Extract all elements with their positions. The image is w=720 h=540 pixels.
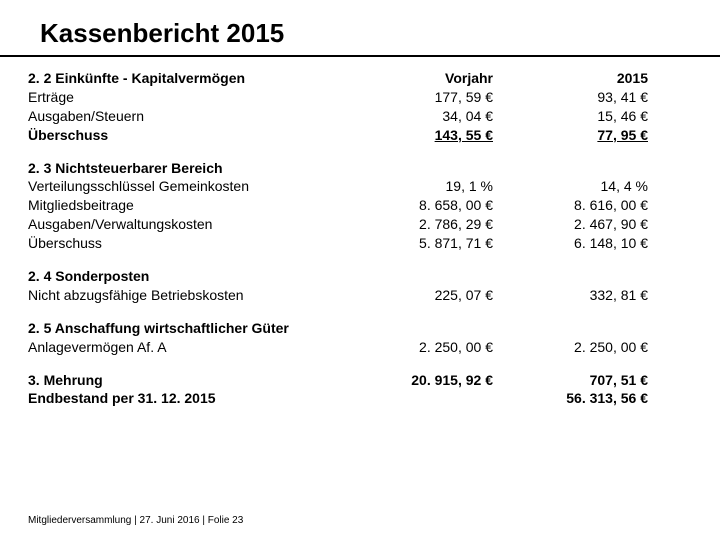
report-body: 2. 2 Einkünfte - Kapitalvermögen Vorjahr…	[28, 69, 692, 408]
cell-curr: 93, 41 €	[523, 88, 648, 107]
row-label: Erträge	[28, 88, 368, 107]
slide: Kassenbericht 2015 2. 2 Einkünfte - Kapi…	[0, 0, 720, 540]
cell-curr: 707, 51 €	[523, 371, 648, 390]
cell-curr: 332, 81 €	[523, 286, 648, 305]
cell-prev: 20. 915, 92 €	[368, 371, 493, 390]
cell-curr: 8. 616, 00 €	[523, 196, 648, 215]
cell-prev: 34, 04 €	[368, 107, 493, 126]
row-label: Überschuss	[28, 126, 368, 145]
cell-curr: 15, 46 €	[523, 107, 648, 126]
cell-prev: 19, 1 %	[368, 177, 493, 196]
section-2-3: 2. 3 Nichtsteuerbarer Bereich Verteilung…	[28, 159, 692, 253]
section-2-4: 2. 4 Sonderposten Nicht abzugsfähige Bet…	[28, 267, 692, 305]
section-2-5: 2. 5 Anschaffung wirtschaftlicher Güter …	[28, 319, 692, 357]
title-rule	[0, 55, 720, 57]
cell-curr: 2. 467, 90 €	[523, 215, 648, 234]
section-2-2: 2. 2 Einkünfte - Kapitalvermögen Vorjahr…	[28, 69, 692, 145]
row-label: Ausgaben/Steuern	[28, 107, 368, 126]
section-heading: 2. 3 Nichtsteuerbarer Bereich	[28, 159, 368, 178]
cell-curr: 56. 313, 56 €	[523, 389, 648, 408]
cell-curr: 6. 148, 10 €	[523, 234, 648, 253]
row-label: Überschuss	[28, 234, 368, 253]
cell-curr: 14, 4 %	[523, 177, 648, 196]
section-heading: 2. 5 Anschaffung wirtschaftlicher Güter	[28, 319, 368, 338]
row-label: Anlagevermögen Af. A	[28, 338, 368, 357]
row-label: Nicht abzugsfähige Betriebskosten	[28, 286, 368, 305]
section-heading: 2. 2 Einkünfte - Kapitalvermögen	[28, 69, 368, 88]
page-title: Kassenbericht 2015	[40, 18, 692, 49]
cell-prev: 8. 658, 00 €	[368, 196, 493, 215]
row-label: 3. Mehrung	[28, 371, 368, 390]
col-header-curr: 2015	[523, 69, 648, 88]
cell-prev: 2. 786, 29 €	[368, 215, 493, 234]
col-header-prev: Vorjahr	[368, 69, 493, 88]
cell-prev: 225, 07 €	[368, 286, 493, 305]
row-label: Mitgliedsbeitrage	[28, 196, 368, 215]
row-label: Endbestand per 31. 12. 2015	[28, 389, 368, 408]
cell-prev: 143, 55 €	[368, 126, 493, 145]
slide-footer: Mitgliederversammlung | 27. Juni 2016 | …	[28, 515, 243, 526]
section-3: 3. Mehrung 20. 915, 92 € 707, 51 € Endbe…	[28, 371, 692, 409]
section-heading: 2. 4 Sonderposten	[28, 267, 368, 286]
cell-prev: 177, 59 €	[368, 88, 493, 107]
cell-curr: 77, 95 €	[523, 126, 648, 145]
cell-prev	[368, 389, 493, 408]
row-label: Verteilungsschlüssel Gemeinkosten	[28, 177, 368, 196]
cell-curr: 2. 250, 00 €	[523, 338, 648, 357]
cell-prev: 2. 250, 00 €	[368, 338, 493, 357]
cell-prev: 5. 871, 71 €	[368, 234, 493, 253]
row-label: Ausgaben/Verwaltungskosten	[28, 215, 368, 234]
